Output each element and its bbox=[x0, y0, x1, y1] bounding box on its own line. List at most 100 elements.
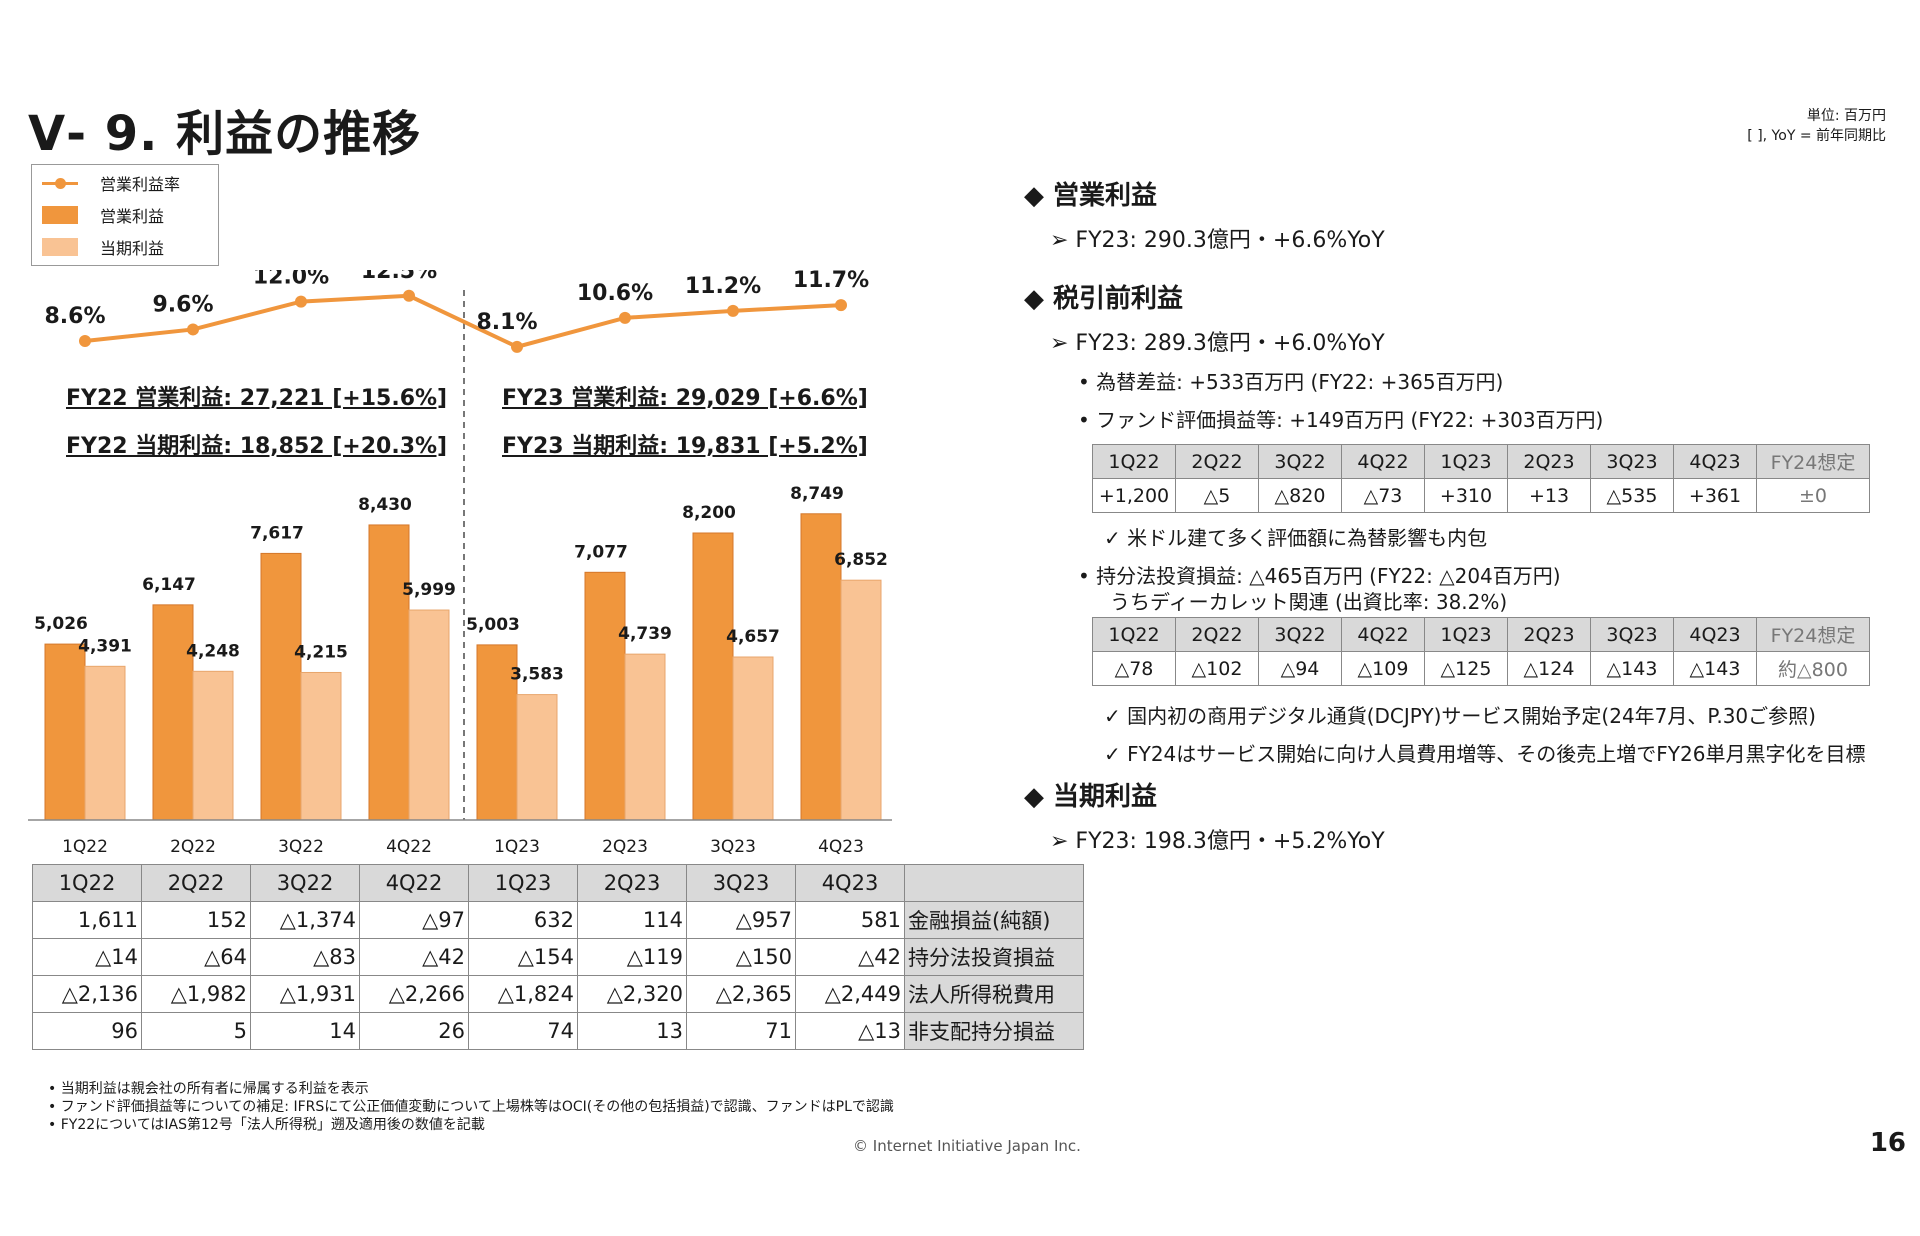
margin-point bbox=[295, 295, 307, 308]
table-cell: 14 bbox=[250, 1012, 360, 1050]
table-cell: △1,374 bbox=[250, 901, 360, 939]
col-header: 1Q22 bbox=[32, 864, 142, 902]
net-profit-bar bbox=[300, 671, 342, 821]
col-header: 1Q22 bbox=[1092, 444, 1176, 479]
operating-profit-bar bbox=[368, 524, 410, 821]
footnote: • FY22についてはIAS第12号「法人所得税」遡及適用後の数値を記載 bbox=[48, 1117, 485, 1133]
page-title: Ⅴ- 9. 利益の推移 bbox=[28, 106, 422, 162]
col-header: 3Q22 bbox=[1258, 444, 1342, 479]
table-cell: 74 bbox=[468, 1012, 578, 1050]
table-cell: △957 bbox=[686, 901, 796, 939]
table-cell: +1,200 bbox=[1092, 478, 1176, 513]
unit-line-2: [ ], YoY = 前年同期比 bbox=[1747, 128, 1886, 144]
margin-label: 11.7% bbox=[793, 270, 869, 293]
operating-profit-label: 5,003 bbox=[466, 615, 520, 635]
operating-profit-label: 6,147 bbox=[142, 575, 196, 595]
operating-profit-bar bbox=[260, 552, 302, 821]
fund-note: ✓ 米ドル建て多く評価額に為替影響も内包 bbox=[1104, 526, 1488, 550]
operating-profit-label: 5,026 bbox=[34, 614, 88, 634]
col-header: 1Q23 bbox=[1424, 444, 1508, 479]
col-header: 3Q22 bbox=[1258, 617, 1342, 652]
operating-profit-bar bbox=[800, 513, 842, 821]
table-row: 1,611 152 △1,374 △97 632 114 △957 581 金融… bbox=[32, 901, 1084, 939]
operating-profit-label: 8,430 bbox=[358, 495, 412, 515]
col-header: 4Q22 bbox=[1341, 617, 1425, 652]
margin-label: 8.6% bbox=[44, 304, 105, 329]
table-cell: △1,931 bbox=[250, 975, 360, 1013]
col-header-forecast: FY24想定 bbox=[1756, 444, 1870, 479]
net-profit-bar bbox=[732, 656, 774, 821]
x-tick-label: 4Q23 bbox=[818, 837, 864, 857]
table-cell: +310 bbox=[1424, 478, 1508, 513]
table-cell: △119 bbox=[577, 938, 687, 976]
unit-line-1: 単位: 百万円 bbox=[1806, 108, 1886, 124]
row-label: 非支配持分損益 bbox=[904, 1012, 1084, 1050]
fx-gain-bullet: • 為替差益: +533百万円 (FY22: +365百万円) bbox=[1078, 370, 1504, 394]
operating-profit-label: 7,077 bbox=[574, 542, 628, 562]
other-items-table: 1Q22 2Q22 3Q22 4Q22 1Q23 2Q23 3Q23 4Q23 … bbox=[32, 864, 1084, 1050]
col-header: 2Q22 bbox=[1175, 444, 1259, 479]
table-header-row: 1Q22 2Q22 3Q22 4Q22 1Q23 2Q23 3Q23 4Q23 bbox=[32, 864, 1084, 902]
table-cell: 152 bbox=[141, 901, 251, 939]
table-cell: △94 bbox=[1258, 651, 1342, 686]
table-cell: △83 bbox=[250, 938, 360, 976]
table-cell: △2,449 bbox=[795, 975, 905, 1013]
table-cell-forecast: 約△800 bbox=[1756, 651, 1870, 686]
table-row: △14 △64 △83 △42 △154 △119 △150 △42 持分法投資… bbox=[32, 938, 1084, 976]
x-tick-label: 2Q22 bbox=[170, 837, 216, 857]
row-label: 持分法投資損益 bbox=[904, 938, 1084, 976]
x-tick-label: 3Q22 bbox=[278, 837, 324, 857]
footnotes: • 当期利益は親会社の所有者に帰属する利益を表示 • ファンド評価損益等について… bbox=[48, 1080, 894, 1134]
table-cell: △154 bbox=[468, 938, 578, 976]
margin-line bbox=[84, 293, 842, 349]
margin-point bbox=[187, 323, 199, 336]
col-header: 3Q23 bbox=[686, 864, 796, 902]
net-profit-bar bbox=[192, 670, 234, 821]
table-row: △2,136 △1,982 △1,931 △2,266 △1,824 △2,32… bbox=[32, 975, 1084, 1013]
table-header-row: 1Q22 2Q22 3Q22 4Q22 1Q23 2Q23 3Q23 4Q23 … bbox=[1092, 444, 1870, 479]
col-header: 1Q23 bbox=[1424, 617, 1508, 652]
table-cell: +361 bbox=[1673, 478, 1757, 513]
operating-profit-bar bbox=[584, 571, 626, 821]
net-profit-label: 4,215 bbox=[294, 642, 348, 662]
row-label: 金融損益(純額) bbox=[904, 901, 1084, 939]
table-row: △78 △102 △94 △109 △125 △124 △143 △143 約△… bbox=[1092, 651, 1870, 686]
col-header: 4Q23 bbox=[1673, 444, 1757, 479]
col-header: 3Q23 bbox=[1590, 617, 1674, 652]
table-cell: 632 bbox=[468, 901, 578, 939]
table-cell: △150 bbox=[686, 938, 796, 976]
table-cell: △143 bbox=[1590, 651, 1674, 686]
legend-item-op: 営業利益 bbox=[42, 204, 164, 226]
operating-profit-bar bbox=[44, 643, 86, 821]
table-cell: △78 bbox=[1092, 651, 1176, 686]
margin-point bbox=[79, 335, 91, 348]
margin-label: 11.2% bbox=[685, 274, 761, 299]
table-cell: △42 bbox=[359, 938, 469, 976]
table-cell: △64 bbox=[141, 938, 251, 976]
operating-fy23: ➢ FY23: 290.3億円・+6.6%YoY bbox=[1050, 228, 1385, 253]
col-header: 2Q22 bbox=[141, 864, 251, 902]
row-label: 法人所得税費用 bbox=[904, 975, 1084, 1013]
table-cell: △124 bbox=[1507, 651, 1591, 686]
x-tick-label: 3Q23 bbox=[710, 837, 756, 857]
table-cell: △97 bbox=[359, 901, 469, 939]
col-header-forecast: FY24想定 bbox=[1756, 617, 1870, 652]
net-profit-bar bbox=[624, 653, 666, 821]
table-cell: 114 bbox=[577, 901, 687, 939]
operating-profit-label: 8,749 bbox=[790, 484, 844, 504]
col-header: 4Q22 bbox=[359, 864, 469, 902]
equity-method-detail: うちディーカレット関連 (出資比率: 38.2%) bbox=[1110, 590, 1508, 614]
table-cell: △42 bbox=[795, 938, 905, 976]
net-profit-bar bbox=[840, 579, 882, 821]
col-header: 4Q22 bbox=[1341, 444, 1425, 479]
bar-swatch-icon bbox=[42, 238, 78, 256]
table-cell: △2,136 bbox=[32, 975, 142, 1013]
col-header: 2Q23 bbox=[577, 864, 687, 902]
legend-label-op: 営業利益 bbox=[100, 207, 165, 226]
copyright: © Internet Initiative Japan Inc. bbox=[853, 1137, 1081, 1155]
fund-valuation-bullet: • ファンド評価損益等: +149百万円 (FY22: +303百万円) bbox=[1078, 408, 1604, 432]
table-cell: △820 bbox=[1258, 478, 1342, 513]
bar-swatch-icon bbox=[42, 206, 78, 224]
legend-item-net: 当期利益 bbox=[42, 236, 164, 258]
table-cell: △5 bbox=[1175, 478, 1259, 513]
